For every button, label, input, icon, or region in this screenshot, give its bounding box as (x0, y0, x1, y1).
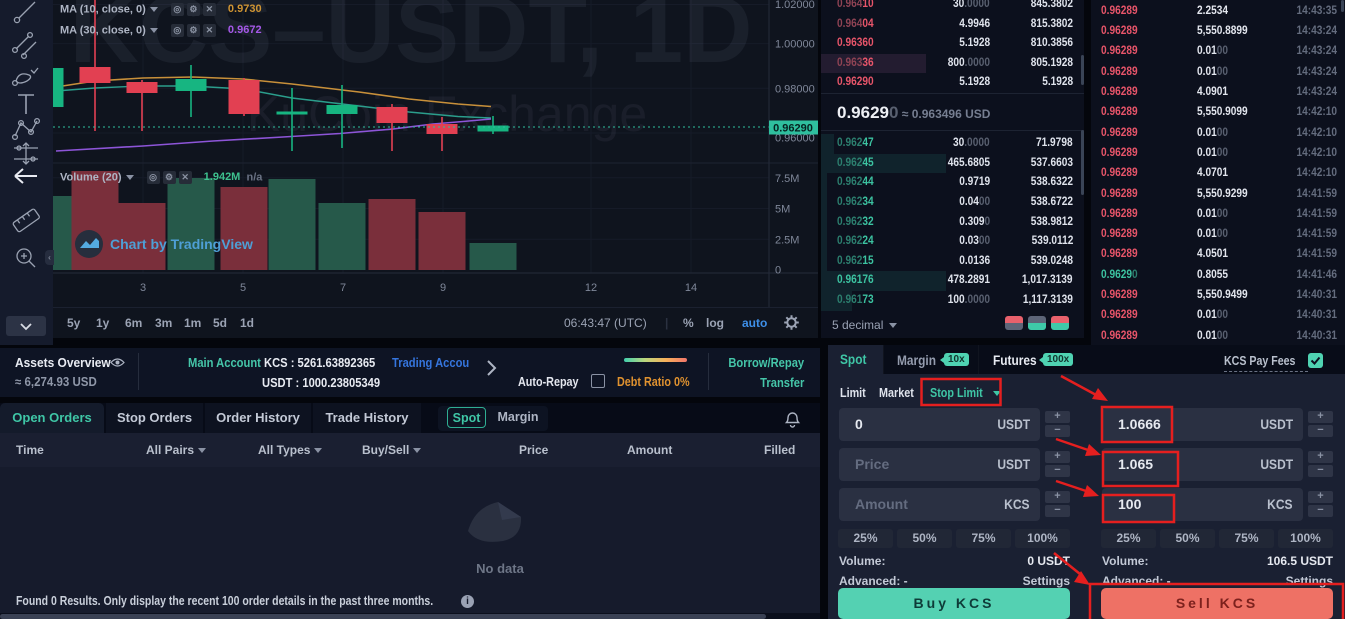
svg-text:9: 9 (440, 282, 446, 294)
svg-text:12: 12 (585, 282, 597, 294)
svg-text:1.00000: 1.00000 (775, 39, 815, 51)
svg-text:2.5M: 2.5M (775, 234, 799, 246)
svg-text:7: 7 (340, 282, 346, 294)
svg-text:Chart by TradingView: Chart by TradingView (110, 236, 253, 252)
svg-text:5M: 5M (775, 204, 790, 216)
svg-text:0.98000: 0.98000 (775, 83, 815, 95)
svg-text:1.02000: 1.02000 (775, 0, 815, 11)
svg-text:3: 3 (140, 282, 146, 294)
svg-text:0: 0 (775, 265, 781, 277)
svg-text:0.96290: 0.96290 (773, 123, 813, 135)
svg-text:5: 5 (240, 282, 246, 294)
svg-text:14: 14 (685, 282, 697, 294)
svg-text:7.5M: 7.5M (775, 173, 799, 185)
svg-text:0.96000: 0.96000 (775, 133, 815, 145)
